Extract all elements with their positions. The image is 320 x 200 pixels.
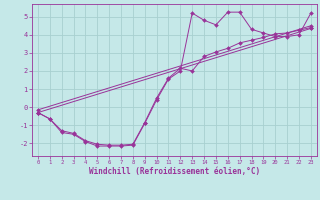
X-axis label: Windchill (Refroidissement éolien,°C): Windchill (Refroidissement éolien,°C) bbox=[89, 167, 260, 176]
